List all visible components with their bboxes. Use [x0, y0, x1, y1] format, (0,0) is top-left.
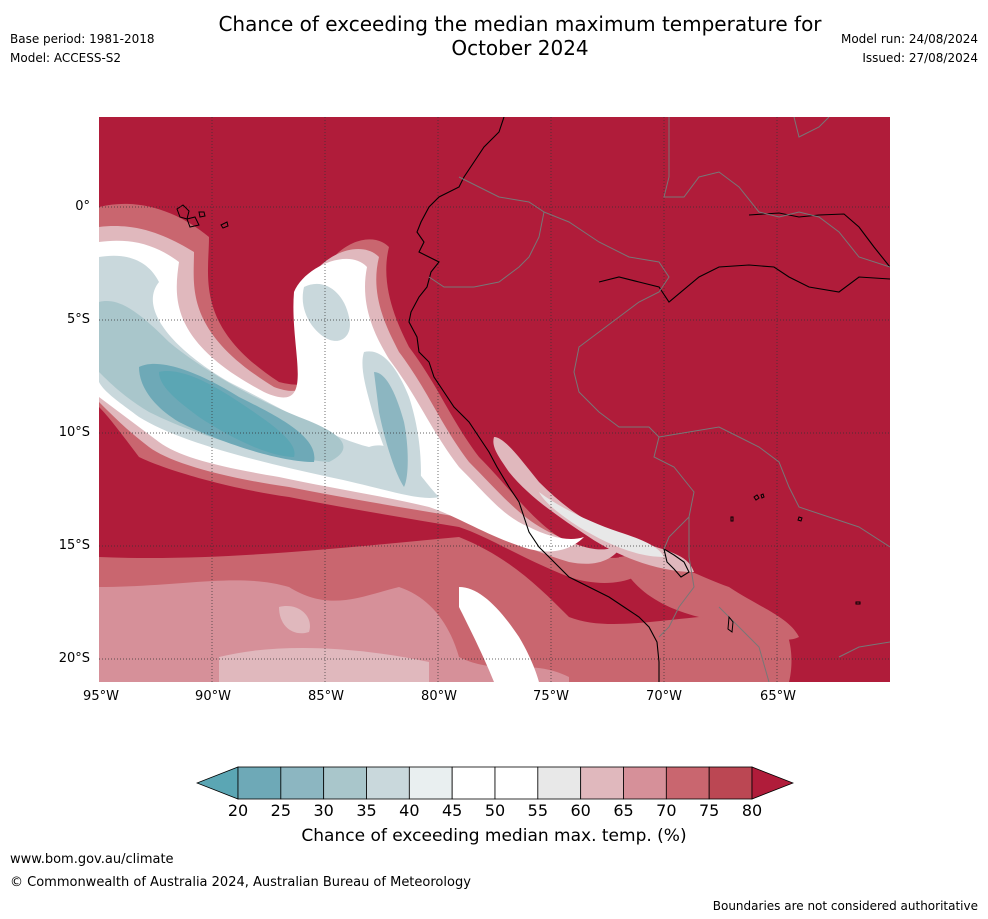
- colorbar-arrow-high: [751, 766, 794, 800]
- colorbar-segment: [280, 766, 325, 800]
- colorbar-segment: [237, 766, 282, 800]
- cool-core-darkest: [159, 371, 295, 457]
- colorbar-label: Chance of exceeding median max. temp. (%…: [301, 826, 687, 846]
- lon-label-80w: 80°W: [421, 689, 457, 704]
- model-name: Model: ACCESS-S2: [10, 51, 122, 65]
- lon-label-70w: 70°W: [646, 689, 682, 704]
- lat-label-0: 0°: [75, 199, 90, 214]
- south-white-patch: [459, 587, 539, 682]
- colorbar-segment: [408, 766, 453, 800]
- colorbar: [196, 766, 794, 800]
- meta-left: Base period: 1981-2018 Model: ACCESS-S2: [10, 30, 155, 68]
- colorbar-arrow-low: [196, 766, 239, 800]
- peru-coastal-white: [539, 492, 664, 557]
- base-period: Base period: 1981-2018: [10, 32, 155, 46]
- north-pocket-light: [302, 283, 350, 341]
- colorbar-tick-label: 20: [227, 801, 249, 820]
- title-line-1: Chance of exceeding the median maximum t…: [218, 12, 822, 36]
- temperature-map: [99, 117, 890, 682]
- colorbar-segment: [366, 766, 410, 800]
- colorbar-tick-label: 55: [527, 801, 548, 820]
- southern-band-mid: [99, 580, 569, 682]
- colorbar-tick-label: 30: [313, 801, 334, 820]
- bolivia-lakes: [727, 493, 861, 633]
- colorbar-tick-label: 40: [399, 801, 420, 820]
- website-link[interactable]: www.bom.gov.au/climate: [10, 852, 174, 867]
- colorbar-segment: [494, 766, 539, 800]
- lon-label-65w: 65°W: [760, 689, 796, 704]
- disclaimer-text: Boundaries are not considered authoritat…: [712, 899, 978, 913]
- colorbar-segment: [451, 766, 496, 800]
- lat-label-20s: 20°S: [58, 651, 90, 666]
- model-run: Model run: 24/08/2024: [840, 32, 978, 46]
- south-light-patch: [279, 606, 310, 634]
- lon-label-90w: 90°W: [195, 689, 231, 704]
- cool-band-white: [99, 240, 584, 552]
- lon-label-95w: 95°W: [83, 689, 119, 704]
- colorbar-segment: [665, 766, 710, 800]
- colorbar-tick-label: 45: [441, 801, 463, 820]
- colorbar-segment: [580, 766, 624, 800]
- colorbar-segment: [623, 766, 667, 800]
- colorbar-segment: [323, 766, 367, 800]
- coastline: [408, 117, 660, 682]
- colorbar-tick-label: 35: [356, 801, 377, 820]
- southern-band-light: [219, 647, 429, 682]
- colorbar-tick-label: 50: [484, 801, 506, 820]
- colorbar-tick-label: 60: [570, 801, 591, 820]
- colorbar-tick-label: 80: [741, 801, 763, 820]
- meta-right: Model run: 24/08/2024 Issued: 27/08/2024: [841, 30, 978, 68]
- lat-label-10s: 10°S: [58, 425, 90, 440]
- lon-label-75w: 75°W: [533, 689, 569, 704]
- title-line-2: October 2024: [451, 36, 589, 60]
- colorbar-tick-label: 65: [613, 801, 634, 820]
- lon-label-85w: 85°W: [308, 689, 344, 704]
- lake-titicaca: [663, 547, 690, 578]
- colorbar-tick-label: 70: [656, 801, 677, 820]
- peru-coastal-strip: [493, 437, 694, 572]
- lat-label-5s: 5°S: [66, 312, 90, 327]
- galapagos-islands: [176, 204, 229, 229]
- issued-date: Issued: 27/08/2024: [862, 51, 978, 65]
- copyright-text: © Commonwealth of Australia 2024, Austra…: [10, 875, 471, 890]
- southern-patch-pink: [619, 556, 799, 640]
- colorbar-tick-label: 25: [270, 801, 291, 820]
- coastal-cool-mid: [374, 372, 408, 487]
- graticule: [99, 117, 890, 682]
- lat-label-15s: 15°S: [58, 538, 90, 553]
- colorbar-segment: [537, 766, 582, 800]
- colorbar-segment: [708, 766, 753, 800]
- map-title: Chance of exceeding the median maximum t…: [150, 12, 890, 60]
- cool-core-light: [99, 255, 439, 498]
- amazon-river-north: [748, 212, 890, 268]
- amazon-river: [598, 264, 890, 303]
- colorbar-tick-label: 75: [698, 801, 720, 820]
